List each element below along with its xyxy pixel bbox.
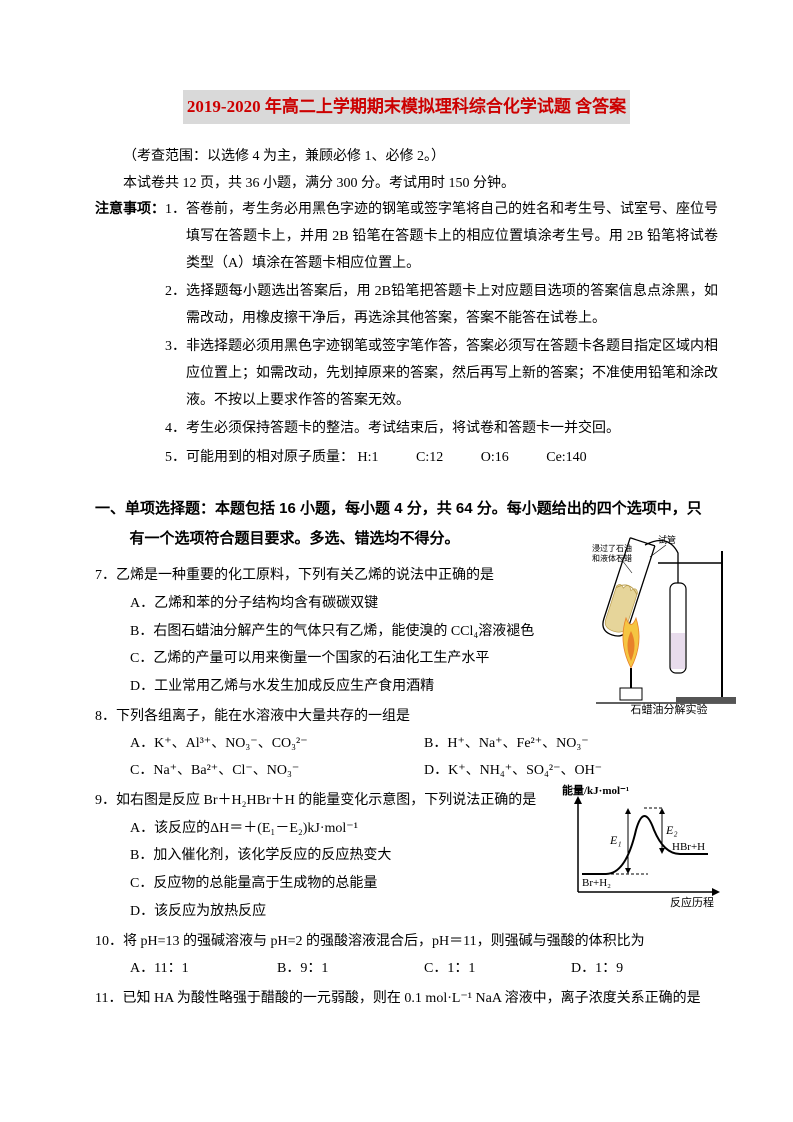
mass-item: H:1 bbox=[358, 445, 379, 472]
notice-list: 1． 答卷前，考生务必用黑色字迹的钢笔或签字笔将自己的姓名和考生号、试室号、座位… bbox=[165, 197, 718, 473]
question-stem: 11．已知 HA 为酸性略强于醋酸的一元弱酸，则在 0.1 mol·L⁻¹ Na… bbox=[95, 986, 718, 1013]
option-d: D．K⁺、NH₄⁺、SO₄²⁻、OH⁻ bbox=[424, 758, 718, 785]
e1-label: E₁ bbox=[609, 833, 622, 847]
product-label: HBr+H bbox=[672, 841, 705, 853]
notice-label: 注意事项： bbox=[95, 197, 165, 473]
fig-label: 和液体石蜡 bbox=[592, 553, 632, 563]
option-d: D．1：9 bbox=[571, 956, 718, 983]
notice-text: 答卷前，考生务必用黑色字迹的钢笔或签字笔将自己的姓名和考生号、试室号、座位号填写… bbox=[186, 197, 718, 277]
section-heading: 一、单项选择题：本题包括 16 小题，每小题 4 分，共 64 分。每小题给出的… bbox=[95, 493, 718, 525]
option-a: A．该反应的ΔH＝＋(E₁－E₂)kJ·mol⁻¹ bbox=[130, 816, 538, 843]
option-a: A．乙烯和苯的分子结构均含有碳碳双键 bbox=[130, 591, 558, 618]
notice-num: 2． bbox=[165, 279, 186, 332]
fig-label: 试管 bbox=[658, 534, 676, 545]
e2-label: E₂ bbox=[665, 823, 678, 837]
notice-item: 3． 非选择题必须用黑色字迹钢笔或签字笔作答，答案必须写在答题卡各题目指定区域内… bbox=[165, 334, 718, 414]
notice-item: 2． 选择题每小题选出答案后，用 2B铅笔把答题卡上对应题目选项的答案信息点涂黑… bbox=[165, 279, 718, 332]
notice-item: 1． 答卷前，考生务必用黑色字迹的钢笔或签字笔将自己的姓名和考生号、试室号、座位… bbox=[165, 197, 718, 277]
mass-item: Ce:140 bbox=[546, 445, 586, 472]
reactant-label: Br+H₂ bbox=[582, 877, 611, 889]
option-d: D．该反应为放热反应 bbox=[130, 899, 538, 926]
notice-num: 1． bbox=[165, 197, 186, 277]
notice-num: 3． bbox=[165, 334, 186, 414]
option-c: C．反应物的总能量高于生成物的总能量 bbox=[130, 871, 538, 898]
option-c: C．1：1 bbox=[424, 956, 571, 983]
option-b: B．H⁺、Na⁺、Fe²⁺、NO₃⁻ bbox=[424, 731, 718, 758]
question-stem: 10．将 pH=13 的强碱溶液与 pH=2 的强酸溶液混合后，pH＝11，则强… bbox=[95, 929, 718, 956]
apparatus-figure: 试管 浸过了石油 和液体石蜡 石蜡油分解实验 bbox=[588, 533, 738, 718]
option-b: B．右图石蜡油分解产生的气体只有乙烯，能使溴的 CCl₄溶液褪色 bbox=[130, 619, 558, 646]
question-9: 能量/kJ·mol⁻¹ 反应历程 E₁ E₂ Br+H₂ HBr+H bbox=[95, 788, 718, 925]
exam-pagesinfo: 本试卷共 12 页，共 36 小题，满分 300 分。考试用时 150 分钟。 bbox=[95, 171, 718, 198]
notice-num: 4． bbox=[165, 416, 186, 443]
notice-text: 选择题每小题选出答案后，用 2B铅笔把答题卡上对应题目选项的答案信息点涂黑，如需… bbox=[186, 279, 718, 332]
option-c: C．乙烯的产量可以用来衡量一个国家的石油化工生产水平 bbox=[130, 646, 558, 673]
question-11: 11．已知 HA 为酸性略强于醋酸的一元弱酸，则在 0.1 mol·L⁻¹ Na… bbox=[95, 986, 718, 1013]
option-a: A．K⁺、Al³⁺、NO₃⁻、CO₃²⁻ bbox=[130, 731, 424, 758]
option-d: D．工业常用乙烯与水发生加成反应生产食用酒精 bbox=[130, 674, 558, 701]
exam-scope: （考查范围：以选修 4 为主，兼顾必修 1、必修 2。） bbox=[95, 144, 718, 171]
mass-prefix: 可能用到的相对原子质量： bbox=[186, 450, 354, 465]
notice-num: 5． bbox=[165, 445, 186, 472]
y-axis-label: 能量/kJ·mol⁻¹ bbox=[562, 783, 629, 797]
mass-item: O:16 bbox=[481, 445, 509, 472]
option-c: C．Na⁺、Ba²⁺、Cl⁻、NO₃⁻ bbox=[130, 758, 424, 785]
mass-item: C:12 bbox=[416, 445, 443, 472]
x-axis-label: 反应历程 bbox=[670, 895, 714, 909]
fig-label: 浸过了石油 bbox=[592, 543, 632, 553]
notice-block: 注意事项： 1． 答卷前，考生务必用黑色字迹的钢笔或签字笔将自己的姓名和考生号、… bbox=[95, 197, 718, 473]
option-b: B．加入催化剂，该化学反应的反应热变大 bbox=[130, 843, 538, 870]
notice-text: 考生必须保持答题卡的整洁。考试结束后，将试卷和答题卡一并交回。 bbox=[186, 416, 718, 443]
question-7: 试管 浸过了石油 和液体石蜡 石蜡油分解实验 7．乙烯是一种重要的化工原料，下列… bbox=[95, 563, 718, 700]
notice-item: 5． 可能用到的相对原子质量： H:1 C:12 O:16 Ce:140 bbox=[165, 445, 718, 472]
figure-caption: 石蜡油分解实验 bbox=[594, 700, 744, 721]
notice-text: 非选择题必须用黑色字迹钢笔或签字笔作答，答案必须写在答题卡各题目指定区域内相应位… bbox=[186, 334, 718, 414]
question-10: 10．将 pH=13 的强碱溶液与 pH=2 的强酸溶液混合后，pH＝11，则强… bbox=[95, 929, 718, 982]
page-title: 2019-2020 年高二上学期期末模拟理科综合化学试题 含答案 bbox=[183, 90, 630, 124]
notice-item: 4． 考生必须保持答题卡的整洁。考试结束后，将试卷和答题卡一并交回。 bbox=[165, 416, 718, 443]
energy-diagram: 能量/kJ·mol⁻¹ 反应历程 E₁ E₂ Br+H₂ HBr+H bbox=[558, 782, 728, 912]
notice-text: 可能用到的相对原子质量： H:1 C:12 O:16 Ce:140 bbox=[186, 445, 718, 472]
option-b: B．9：1 bbox=[277, 956, 424, 983]
option-a: A．11：1 bbox=[130, 956, 277, 983]
